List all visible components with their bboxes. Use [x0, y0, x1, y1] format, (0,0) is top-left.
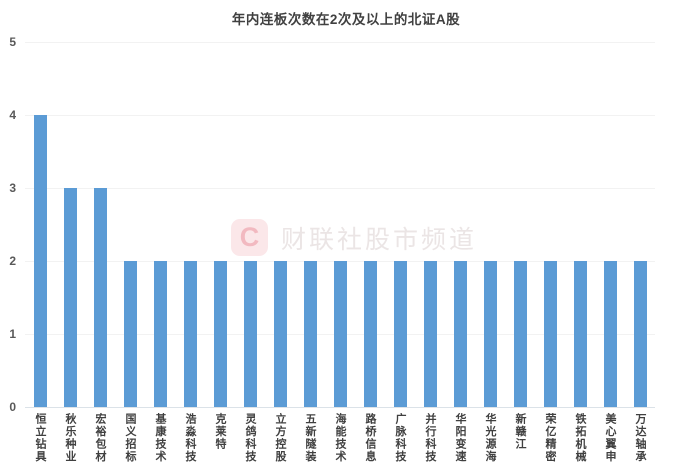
category-label: 华阳变速	[454, 413, 467, 463]
y-axis-tick-label: 0	[9, 400, 16, 414]
chart-title: 年内连板次数在2次及以上的北证A股	[231, 12, 461, 27]
bar	[123, 261, 137, 407]
category-label: 克莱特	[214, 413, 227, 451]
gridline	[25, 188, 655, 189]
category-label: 荣亿精密	[544, 413, 557, 463]
category-label: 基康技术	[154, 413, 167, 463]
bar	[603, 261, 617, 407]
y-axis-tick-label: 5	[9, 35, 16, 49]
category-label: 国义招标	[124, 413, 137, 463]
bar	[453, 261, 467, 407]
category-label: 广脉科技	[394, 413, 407, 463]
category-label: 铁拓机械	[574, 413, 587, 463]
y-axis-tick-label: 3	[9, 181, 16, 195]
bar	[483, 261, 497, 407]
category-label: 华光源海	[484, 413, 497, 463]
category-label: 并行科技	[424, 413, 437, 463]
category-label: 新赣江	[514, 413, 527, 451]
bar	[93, 188, 107, 407]
bar	[393, 261, 407, 407]
x-axis-line	[25, 407, 655, 408]
watermark-text: 财联社股市频道	[281, 225, 478, 254]
bar	[243, 261, 257, 407]
bar	[363, 261, 377, 407]
bar	[213, 261, 227, 407]
bar	[333, 261, 347, 407]
y-axis-tick-label: 4	[9, 108, 16, 122]
bar	[513, 261, 527, 407]
category-label: 美心翼申	[604, 413, 617, 463]
y-axis-tick-label: 1	[9, 327, 16, 341]
category-label: 海能技术	[334, 413, 347, 463]
bar	[573, 261, 587, 407]
bar	[633, 261, 647, 407]
bar	[423, 261, 437, 407]
cailianshe-logo-icon: C	[231, 219, 268, 256]
category-label: 路桥信息	[364, 413, 377, 463]
category-label: 五新隧装	[304, 413, 317, 463]
y-axis-tick-label: 2	[9, 254, 16, 268]
category-label: 宏裕包材	[94, 413, 107, 463]
category-label: 立方控股	[274, 413, 287, 463]
category-label: 万达轴承	[634, 413, 647, 463]
category-label: 秋乐种业	[64, 413, 77, 463]
bar	[33, 115, 47, 407]
bar	[153, 261, 167, 407]
gridline	[25, 42, 655, 43]
bar	[63, 188, 77, 407]
category-label: 浩淼科技	[184, 413, 197, 463]
watermark: C 财联社股市频道	[231, 219, 477, 256]
bar	[273, 261, 287, 407]
category-label: 灵鸽科技	[244, 413, 257, 463]
bar	[303, 261, 317, 407]
gridline	[25, 115, 655, 116]
bar	[183, 261, 197, 407]
category-label: 恒立钻具	[34, 413, 47, 463]
bar	[543, 261, 557, 407]
